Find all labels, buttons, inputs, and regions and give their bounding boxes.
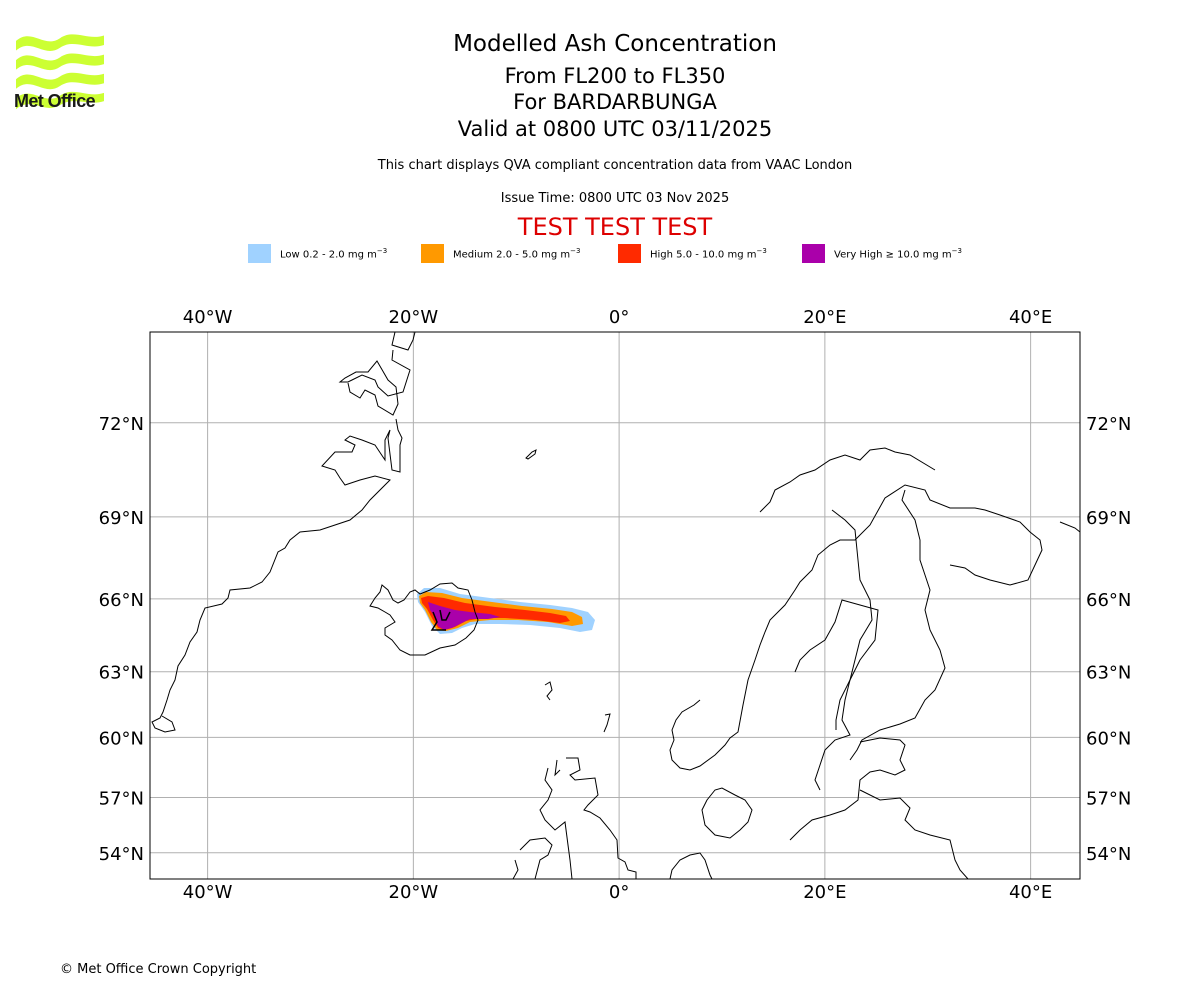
- lon-tick-label-bottom: 0°: [609, 882, 629, 903]
- coastline-britain: [512, 757, 637, 879]
- border-norway-sweden: [814, 509, 873, 791]
- coastline-denmark: [701, 787, 753, 839]
- issue-time: Issue Time: 0800 UTC 03 Nov 2025: [500, 191, 730, 206]
- legend-label-medium: Medium 2.0 - 5.0 mg m: [453, 249, 571, 261]
- lon-tick-label-bottom: 40°E: [1009, 882, 1052, 903]
- legend-swatch-very-high: [802, 244, 825, 263]
- ash-plume: [417, 588, 595, 634]
- lon-tick-label-top: 40°E: [1009, 307, 1052, 328]
- lon-tick-label-bottom: 20°E: [803, 882, 846, 903]
- lat-tick-label-left: 72°N: [99, 414, 144, 435]
- volcano-name: For BARDARBUNGA: [513, 90, 717, 114]
- lat-tick-label-left: 60°N: [99, 728, 144, 749]
- valid-time: Valid at 0800 UTC 03/11/2025: [457, 117, 773, 141]
- legend-label-low: Low 0.2 - 2.0 mg m: [280, 249, 377, 261]
- flight-levels: From FL200 to FL350: [504, 64, 726, 88]
- map-frame: [149, 331, 1081, 880]
- chart-title: Modelled Ash Concentration: [453, 31, 777, 57]
- lon-tick-label-top: 40°W: [183, 307, 233, 328]
- test-banner: TEST TEST TEST: [517, 213, 713, 241]
- coastline-gulf-of-bothnia: [794, 489, 946, 761]
- lat-tick-label-right: 72°N: [1086, 414, 1131, 435]
- lon-tick-label-top: 0°: [609, 307, 629, 328]
- lat-tick-label-right: 57°N: [1086, 788, 1131, 809]
- legend-swatch-high: [618, 244, 641, 263]
- coastline-scandinavia: [669, 447, 1080, 879]
- coastlines: [151, 332, 1080, 879]
- copyright: © Met Office Crown Copyright: [60, 962, 257, 977]
- lon-tick-label-bottom: 20°W: [389, 882, 439, 903]
- chart-description: This chart displays QVA compliant concen…: [377, 158, 853, 173]
- lat-tick-label-left: 69°N: [99, 508, 144, 529]
- lat-tick-label-right: 69°N: [1086, 508, 1131, 529]
- legend-swatch-low: [248, 244, 271, 263]
- glacier-outline: [430, 609, 451, 631]
- met-office-logo-icon: [16, 34, 104, 110]
- lat-tick-label-right: 60°N: [1086, 728, 1131, 749]
- lat-tick-label-left: 57°N: [99, 788, 144, 809]
- coastline-jan-mayen: [525, 449, 537, 460]
- lat-tick-label-left: 54°N: [99, 844, 144, 865]
- lat-tick-label-right: 63°N: [1086, 663, 1131, 684]
- map-content: [151, 332, 1080, 879]
- lon-tick-label-bottom: 40°W: [183, 882, 233, 903]
- lat-tick-label-left: 63°N: [99, 663, 144, 684]
- logo-text: Met Office: [14, 91, 96, 111]
- legend-swatch-medium: [421, 244, 444, 263]
- coastline-shetland: [603, 713, 611, 733]
- legend-label-high: High 5.0 - 10.0 mg m: [650, 249, 757, 261]
- gridlines: [150, 332, 1080, 879]
- coastline-baltic-states: [789, 737, 969, 879]
- coastline-greenland: [151, 332, 416, 733]
- lat-tick-label-right: 66°N: [1086, 590, 1131, 611]
- lat-tick-label-right: 54°N: [1086, 844, 1131, 865]
- lon-tick-label-top: 20°W: [389, 307, 439, 328]
- coastline-iceland: [369, 582, 479, 656]
- ash-very-high-region: [428, 602, 500, 630]
- lat-tick-label-left: 66°N: [99, 590, 144, 611]
- legend-label-very-high: Very High ≥ 10.0 mg m: [834, 249, 952, 261]
- lon-tick-label-top: 20°E: [803, 307, 846, 328]
- tick-labels: 40°W 40°W 20°W 20°W 0° 0° 20°E 20°E 40°E 40°E 72°N…: [99, 307, 1132, 903]
- coastline-faroe: [544, 681, 553, 701]
